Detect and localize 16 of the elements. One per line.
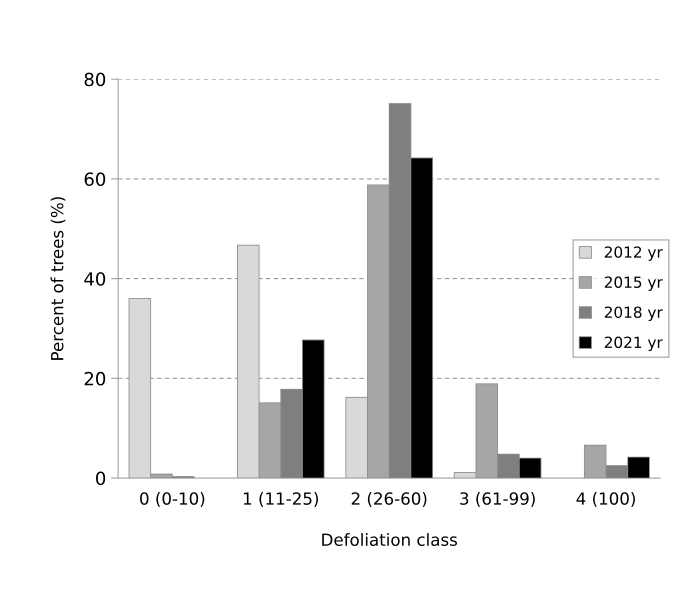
y-tick-label: 40 <box>84 272 106 286</box>
y-tick-label: 0 <box>96 472 106 486</box>
y-axis-title: Percent of trees (%) <box>50 197 66 360</box>
x-tick-label: 3 (61-99) <box>460 492 535 507</box>
x-tick-label: 1 (11-25) <box>244 492 318 507</box>
legend-label: 2021 yr <box>604 336 663 352</box>
y-tick-label: 80 <box>84 72 106 86</box>
x-tick-label: 4 (100) <box>576 492 635 507</box>
legend-label: 2015 yr <box>604 276 663 291</box>
x-tick-label: 0 (0-10) <box>140 492 204 507</box>
y-tick-label: 60 <box>84 172 106 186</box>
x-axis-title: Defoliation class <box>322 533 457 546</box>
x-tick-label: 2 (26-60) <box>352 492 426 507</box>
y-tick-label: 20 <box>84 372 106 386</box>
legend-label: 2018 yr <box>604 306 663 321</box>
legend-label: 2012 yr <box>604 246 663 261</box>
